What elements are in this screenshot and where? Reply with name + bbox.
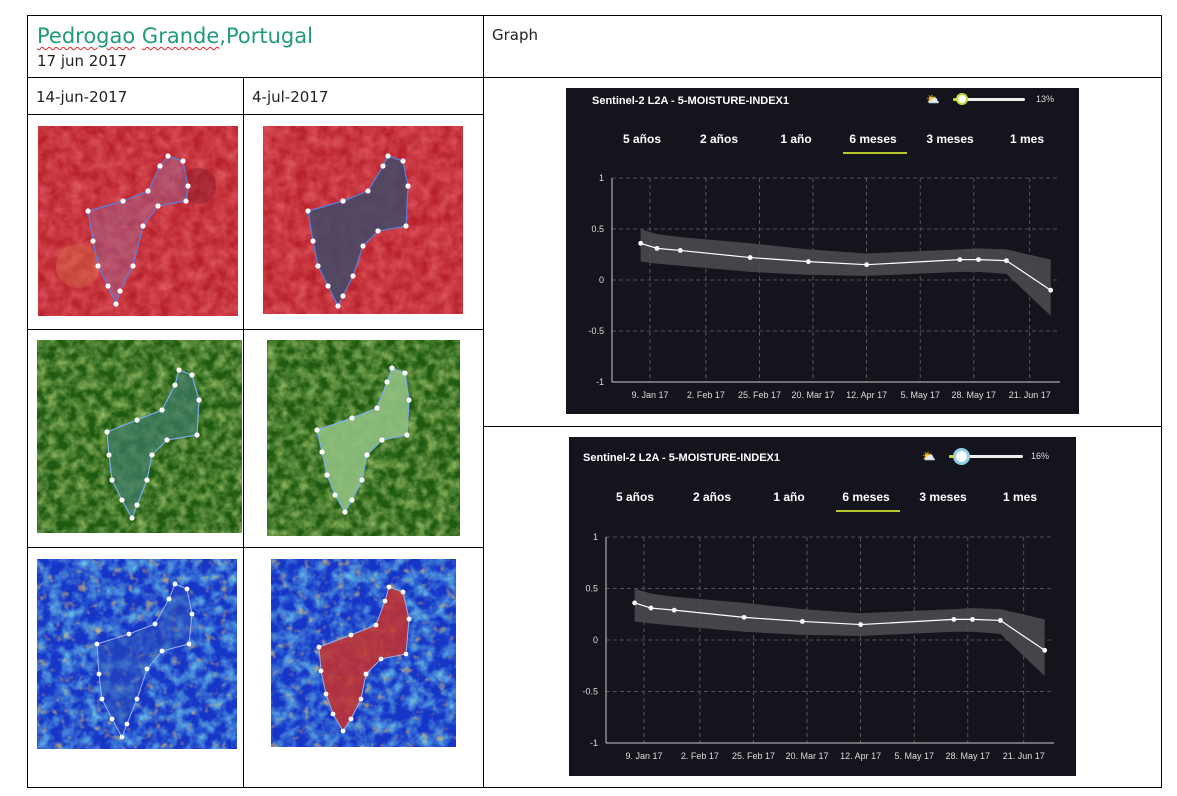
data-point[interactable] <box>671 607 677 613</box>
confidence-band <box>640 229 1051 316</box>
data-point[interactable] <box>858 622 864 627</box>
moisture-chart-panel-2: Sentinel-2 L2A - 5-MOISTURE-INDEX1 ⛅ 16% 5 … <box>569 437 1076 776</box>
x-tick-label: 9. Jan 17 <box>625 751 662 761</box>
y-tick-label: 1 <box>593 532 598 542</box>
data-point[interactable] <box>957 257 963 262</box>
x-tick-label: 5. May 17 <box>894 751 934 761</box>
false-color-image-before <box>38 126 238 316</box>
cloud-cover-slider-knob[interactable] <box>956 93 969 105</box>
x-tick-label: 12. Apr 17 <box>846 390 887 400</box>
graph-header-cell: Graph <box>483 15 1162 78</box>
location-word-1: Pedrogao <box>37 24 136 48</box>
data-point[interactable] <box>654 245 660 251</box>
cloud-sun-icon: ⛅ <box>922 451 936 463</box>
cloud-cover-value: 16% <box>1031 451 1050 461</box>
cloud-sun-icon: ⛅ <box>926 94 940 106</box>
graph-cell-2 <box>483 426 1162 788</box>
document-table: Pedrogao Grande,Portugal 17 jun 2017 Gra… <box>27 15 1162 788</box>
moisture-image-before <box>37 559 237 749</box>
data-point[interactable] <box>632 600 638 606</box>
data-point[interactable] <box>951 617 957 622</box>
data-point[interactable] <box>805 259 811 265</box>
tab-3-meses[interactable]: 3 meses <box>919 490 967 504</box>
y-tick-label: -0.5 <box>582 687 598 697</box>
y-tick-label: 0 <box>599 275 604 285</box>
data-point[interactable] <box>638 240 644 246</box>
data-point[interactable] <box>1048 287 1054 293</box>
location-country: ,Portugal <box>219 24 313 48</box>
x-tick-label: 28. May 17 <box>946 751 991 761</box>
after-date: 4-jul-2017 <box>252 88 329 106</box>
tab-2-anos[interactable]: 2 años <box>692 490 731 504</box>
x-tick-label: 5. May 17 <box>900 390 940 400</box>
header-title-cell: Pedrogao Grande,Portugal 17 jun 2017 <box>27 15 484 78</box>
location-word-2: Grande <box>141 24 220 48</box>
data-point[interactable] <box>741 614 747 620</box>
x-tick-label: 12. Apr 17 <box>840 751 881 761</box>
data-point[interactable] <box>976 257 981 262</box>
after-date-cell: 4-jul-2017 <box>243 77 484 115</box>
x-tick-label: 21. Jun 17 <box>1003 751 1045 761</box>
chart-title: Sentinel-2 L2A - 5-MOISTURE-INDEX1 <box>583 452 781 464</box>
tab-5-anos[interactable]: 5 años <box>622 132 661 146</box>
data-point[interactable] <box>648 605 654 611</box>
y-tick-label: 0.5 <box>585 584 598 594</box>
tab-1-mes[interactable]: 1 mes <box>1002 490 1038 504</box>
y-tick-label: -1 <box>590 738 598 748</box>
x-tick-label: 20. Mar 17 <box>786 751 829 761</box>
chart-title: Sentinel-2 L2A - 5-MOISTURE-INDEX1 <box>592 95 790 107</box>
x-tick-label: 25. Feb 17 <box>738 390 781 400</box>
moisture-image-after <box>271 559 456 747</box>
cloud-cover-slider[interactable] <box>949 455 1023 458</box>
data-point[interactable] <box>1042 647 1048 653</box>
moisture-chart-panel-1: Sentinel-2 L2A - 5-MOISTURE-INDEX1 ⛅ 13% 5 … <box>566 88 1079 414</box>
y-tick-label: 0.5 <box>591 224 604 234</box>
active-tab-underline <box>836 510 900 512</box>
x-tick-label: 20. Mar 17 <box>792 390 835 400</box>
vegetation-image-after <box>267 340 460 536</box>
active-tab-underline <box>843 152 907 154</box>
false-color-image-after <box>263 126 463 314</box>
event-date: 17 jun 2017 <box>37 52 127 70</box>
before-date: 14-jun-2017 <box>36 88 128 106</box>
tab-1-ano[interactable]: 1 año <box>780 132 812 146</box>
data-point[interactable] <box>864 262 870 268</box>
tab-1-ano[interactable]: 1 año <box>773 490 805 504</box>
x-tick-label: 9. Jan 17 <box>631 390 668 400</box>
confidence-band <box>634 588 1045 677</box>
moisture-series-line <box>634 602 1046 651</box>
data-point[interactable] <box>970 617 975 622</box>
vegetation-image-before <box>37 340 242 533</box>
moisture-line-chart: 1 0.5 0 -0.5 -1 9. Jan 17 2. Feb 17 25. Feb 17 2… <box>582 532 1054 761</box>
tab-1-mes[interactable]: 1 mes <box>1009 132 1045 146</box>
cloud-cover-value: 13% <box>1036 94 1055 104</box>
before-date-cell: 14-jun-2017 <box>27 77 244 115</box>
moisture-series-line <box>640 242 1052 291</box>
x-tick-label: 25. Feb 17 <box>732 751 775 761</box>
data-point[interactable] <box>1004 258 1009 264</box>
tab-6-meses[interactable]: 6 meses <box>849 132 897 146</box>
moisture-line-chart: 1 0.5 0 -0.5 -1 9. Jan 17 2. Feb 17 25. Feb 17 2… <box>588 173 1060 400</box>
x-tick-label: 2. Feb 17 <box>681 751 719 761</box>
cloud-cover-slider-knob[interactable] <box>952 448 970 465</box>
tab-2-anos[interactable]: 2 años <box>699 132 738 146</box>
data-point[interactable] <box>799 619 805 624</box>
tab-5-anos[interactable]: 5 años <box>615 490 654 504</box>
data-point[interactable] <box>998 618 1003 623</box>
x-tick-label: 28. May 17 <box>952 390 997 400</box>
y-tick-label: 1 <box>599 173 604 183</box>
data-point[interactable] <box>677 248 683 253</box>
x-tick-label: 21. Jun 17 <box>1009 390 1051 400</box>
tab-6-meses[interactable]: 6 meses <box>842 490 890 504</box>
y-tick-label: -0.5 <box>588 326 604 336</box>
data-point[interactable] <box>747 255 753 260</box>
y-tick-label: 0 <box>593 635 598 645</box>
location-space <box>135 24 142 48</box>
location-title: Pedrogao Grande,Portugal <box>37 24 313 48</box>
y-tick-label: -1 <box>596 377 604 387</box>
tab-3-meses[interactable]: 3 meses <box>926 132 974 146</box>
x-tick-label: 2. Feb 17 <box>687 390 725 400</box>
graph-label: Graph <box>492 26 539 44</box>
cloud-cover-slider[interactable] <box>953 98 1025 101</box>
